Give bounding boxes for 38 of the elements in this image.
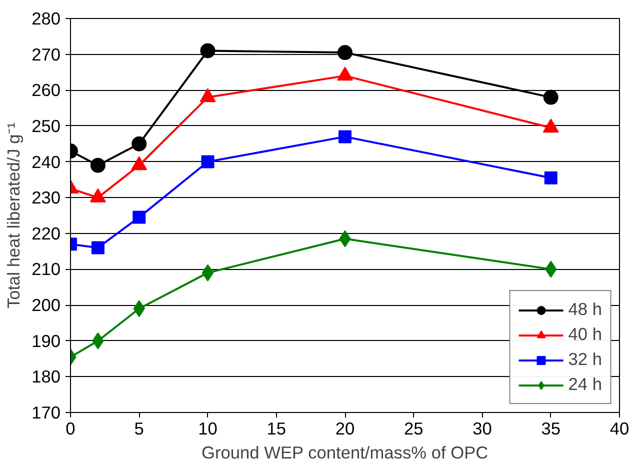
y-tick-label: 270: [32, 44, 61, 64]
point: [543, 90, 558, 105]
point: [132, 136, 147, 152]
point: [91, 241, 104, 254]
y-tick-label: 240: [32, 152, 61, 172]
y-tick-label: 260: [32, 80, 61, 100]
x-tick-label: 20: [335, 418, 355, 438]
point: [90, 158, 106, 173]
y-tick-label: 230: [32, 188, 61, 208]
x-tick-label: 0: [66, 418, 76, 438]
y-tick-label: 220: [32, 223, 61, 244]
y-tick-label: 190: [32, 330, 61, 351]
y-tick-label: 170: [32, 402, 61, 422]
y-tick-label: 250: [32, 116, 61, 136]
point: [338, 45, 352, 60]
point: [544, 171, 558, 184]
y-tick-label: 180: [32, 366, 61, 387]
y-axis-title: Total heat liberated/J g⁻¹: [4, 122, 24, 309]
x-tick-label: 30: [472, 418, 492, 438]
point: [338, 130, 352, 144]
x-tick-label: 25: [404, 418, 424, 438]
x-tick-label: 35: [541, 418, 561, 438]
x-tick-label: 5: [134, 418, 144, 438]
point: [201, 155, 214, 168]
point: [202, 264, 214, 282]
point: [200, 43, 216, 58]
legend-label: 40 h: [568, 324, 602, 345]
legend-label: 32 h: [568, 349, 602, 370]
point: [132, 210, 146, 224]
y-tick-label: 210: [32, 259, 61, 280]
x-tick-label: 15: [266, 418, 286, 438]
x-axis-title: Ground WEP content/mass% of OPC: [202, 442, 488, 462]
legend-label: 24 h: [568, 374, 602, 395]
y-tick-label: 200: [32, 295, 61, 316]
legend-label: 48 h: [568, 299, 602, 320]
y-tick-label: 280: [32, 8, 61, 28]
x-tick-label: 10: [198, 418, 218, 438]
x-tick-label: 40: [610, 418, 629, 438]
